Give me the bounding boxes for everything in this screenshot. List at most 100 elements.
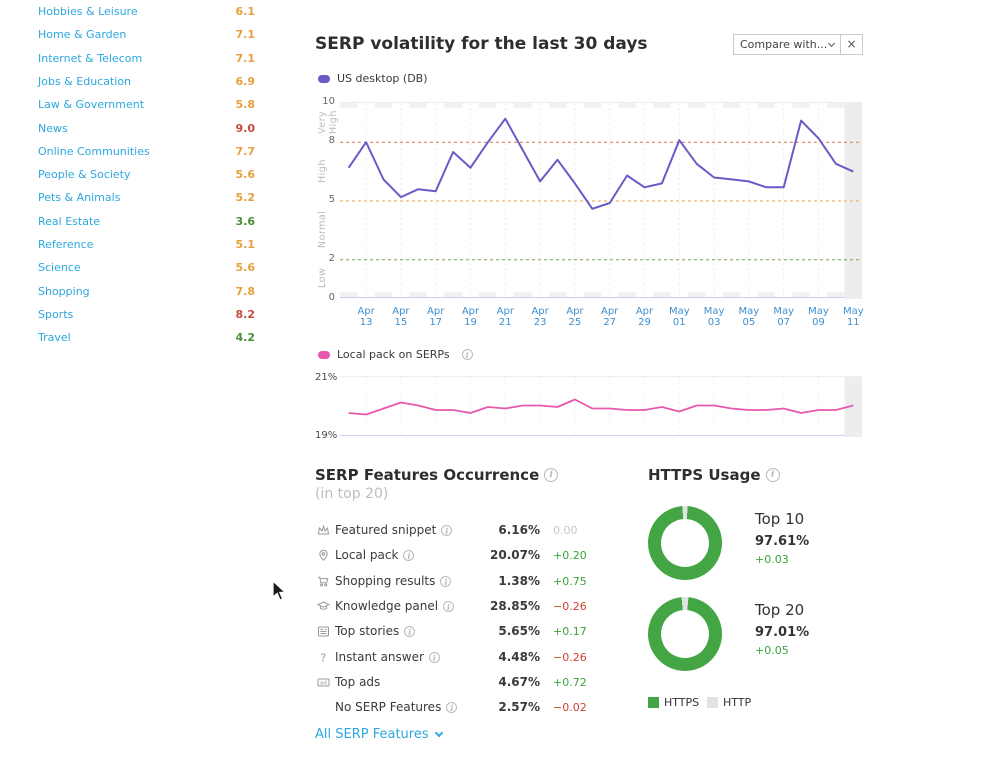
ad-icon: ad	[317, 676, 330, 689]
info-icon[interactable]: i	[461, 349, 473, 360]
serp-feature-change: +0.20	[553, 549, 587, 563]
serp-feature-row: Knowledge panel i 28.85% −0.26	[315, 598, 605, 618]
serp-feature-value: 20.07%	[490, 548, 540, 563]
chevron-down-icon	[827, 39, 836, 47]
x-axis-label: Apr 23	[531, 306, 549, 328]
info-icon[interactable]: i	[443, 600, 455, 612]
x-axis-label: Apr 19	[461, 306, 480, 328]
sidebar-category-link[interactable]: Reference	[38, 238, 94, 251]
chevron-down-icon	[434, 728, 443, 738]
sidebar-category-row: News 9.0	[38, 119, 258, 139]
sidebar-category-score: 7.1	[235, 28, 256, 42]
x-axis-label: Apr 17	[427, 306, 445, 328]
mouse-cursor	[272, 579, 290, 606]
crown-icon	[317, 524, 330, 537]
local-pack-chart: Local pack on SERPs i 21% 19%	[315, 348, 875, 448]
sidebar-category-row: Hobbies & Leisure 6.1	[38, 2, 258, 22]
donut-change: +0.03	[755, 553, 789, 566]
https-usage-title: HTTPS Usage i	[648, 466, 948, 484]
info-icon[interactable]: i	[441, 525, 453, 536]
https-legend-swatch	[648, 697, 659, 708]
sidebar-category-score: 6.1	[235, 5, 256, 18]
serp-features-section: SERP Features Occurrence i (in top 20) F…	[315, 466, 625, 742]
donut-value: 97.61%	[755, 534, 810, 549]
info-icon[interactable]: i	[446, 702, 458, 714]
serp-feature-row: ad Top ads 4.67% +0.72	[315, 674, 605, 694]
serp-feature-label: Local pack i	[335, 548, 415, 562]
serp-feature-label: Instant answer i	[335, 650, 440, 664]
sidebar-category-score: 5.8	[235, 98, 256, 112]
sidebar-category-link[interactable]: People & Society	[38, 168, 131, 182]
x-axis-label: May 09	[808, 306, 829, 328]
info-icon[interactable]: i	[428, 651, 440, 663]
http-legend-label: HTTP	[723, 696, 752, 709]
all-serp-features-link[interactable]: All SERP Features	[315, 727, 443, 742]
info-icon[interactable]: i	[544, 468, 559, 482]
serp-feature-row: Top stories i 5.65% +0.17	[315, 623, 605, 643]
donut-change: +0.05	[755, 644, 789, 657]
info-icon[interactable]: i	[440, 575, 452, 587]
info-icon[interactable]: i	[403, 550, 415, 562]
https-legend-label: HTTPS	[664, 696, 700, 709]
serp-feature-change: 0.00	[553, 524, 578, 537]
https-legend-item: HTTPS	[648, 696, 699, 709]
us-desktop-legend[interactable]: US desktop (DB)	[318, 72, 428, 85]
sidebar-category-link[interactable]: Home & Garden	[38, 28, 127, 42]
sidebar-category-link[interactable]: Science	[38, 261, 81, 275]
serp-feature-row: Featured snippet i 6.16% 0.00	[315, 522, 605, 542]
current-day-band	[844, 103, 862, 299]
x-axis-label: Apr 27	[601, 306, 619, 328]
sidebar-category-score: 5.6	[235, 261, 256, 275]
serp-feature-change: +0.17	[553, 625, 587, 639]
serp-feature-change: +0.75	[553, 574, 587, 588]
compare-with-control: Compare with... ×	[733, 34, 863, 55]
sidebar-category-row: Reference 5.1	[38, 235, 258, 255]
sidebar-category-link[interactable]: Internet & Telecom	[38, 51, 143, 65]
cart-icon	[317, 575, 330, 588]
sidebar-category-link[interactable]: Shopping	[38, 284, 90, 298]
volatility-chart: 0 2 5 8 10 Very High High Normal Low Apr 13 Apr 15 A…	[315, 96, 875, 332]
sidebar-category-link[interactable]: Online Communities	[38, 144, 150, 158]
sidebar-category-link[interactable]: News	[38, 121, 68, 135]
sidebar-category-score: 5.2	[235, 191, 256, 205]
zone-label: High	[317, 158, 328, 183]
x-axis-label: May 11	[842, 306, 864, 328]
serp-feature-value: 5.65%	[498, 624, 540, 639]
compare-with-dropdown[interactable]: Compare with...	[734, 35, 840, 54]
svg-text:ad: ad	[320, 680, 327, 686]
local-pack-legend-icon	[318, 350, 330, 359]
all-serp-features-label: All SERP Features	[315, 727, 429, 742]
sidebar-category-row: Shopping 7.8	[38, 282, 258, 302]
sidebar-category-row: Jobs & Education 6.9	[38, 72, 258, 92]
news-icon	[317, 625, 330, 638]
info-icon[interactable]: i	[765, 468, 780, 482]
sidebar-category-score: 3.6	[235, 214, 256, 228]
sidebar-category-link[interactable]: Pets & Animals	[38, 191, 121, 205]
https-usage-title-text: HTTPS Usage	[648, 466, 761, 484]
sidebar-category-link[interactable]: Real Estate	[38, 214, 101, 228]
svg-text:?: ?	[320, 651, 326, 664]
sidebar-category-link[interactable]: Law & Government	[38, 98, 145, 112]
https-top20-info: Top 20 97.01% +0.05	[755, 601, 809, 657]
donut-label: Top 10	[755, 510, 805, 528]
y-axis-label: 0	[328, 292, 335, 303]
serp-feature-label: Knowledge panel i	[335, 599, 455, 613]
sidebar-category-score: 8.2	[235, 307, 256, 321]
sidebar-category-score: 7.1	[235, 51, 256, 65]
serp-feature-label: Top stories i	[335, 624, 416, 638]
sidebar-category-row: Online Communities 7.7	[38, 142, 258, 162]
axis-tick-strip	[340, 292, 862, 297]
compare-with-placeholder: Compare with...	[740, 38, 828, 51]
grad-cap-icon	[316, 600, 331, 613]
sidebar-category-link[interactable]: Sports	[38, 307, 74, 321]
info-icon[interactable]: i	[404, 626, 416, 638]
compare-close-button[interactable]: ×	[840, 35, 862, 54]
sidebar-category-link[interactable]: Travel	[38, 331, 71, 345]
x-axis-label: May 01	[668, 306, 690, 328]
donut-value: 97.01%	[755, 625, 810, 640]
page-title: SERP volatility for the last 30 days	[315, 34, 648, 54]
sidebar-category-link[interactable]: Hobbies & Leisure	[38, 5, 138, 18]
http-legend-swatch	[707, 697, 718, 708]
sidebar-category-link[interactable]: Jobs & Education	[38, 74, 132, 88]
local-pack-legend[interactable]: Local pack on SERPs i	[318, 348, 473, 361]
